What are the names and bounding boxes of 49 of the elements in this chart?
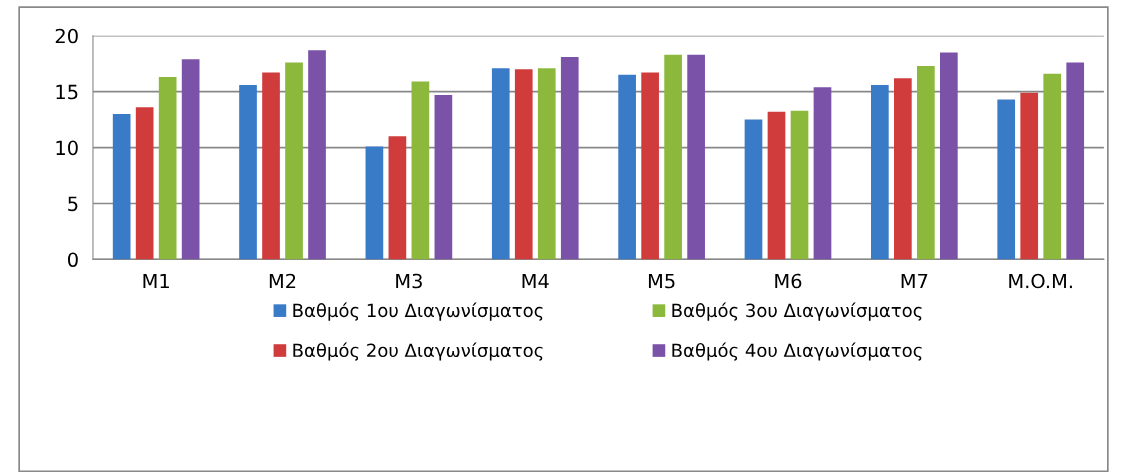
bar bbox=[641, 72, 659, 260]
bar bbox=[940, 52, 958, 260]
bar bbox=[434, 94, 453, 260]
bar bbox=[744, 119, 763, 260]
y-tick-label: 20 bbox=[55, 28, 78, 44]
bar bbox=[790, 110, 809, 260]
bar bbox=[894, 78, 912, 260]
x-tick-label: M2 bbox=[269, 273, 296, 289]
bar bbox=[1043, 73, 1062, 260]
bar bbox=[285, 62, 303, 260]
x-tick-label: M6 bbox=[775, 273, 802, 289]
x-tick-label: M.O.M. bbox=[1009, 273, 1072, 289]
bar bbox=[491, 68, 510, 260]
legend-label: Βαθμός 4ου Διαγωνίσματος bbox=[672, 342, 922, 361]
bar bbox=[618, 74, 636, 260]
bar bbox=[158, 77, 177, 260]
x-tick-label: M5 bbox=[648, 273, 675, 289]
bar bbox=[365, 146, 384, 260]
bar bbox=[871, 84, 889, 260]
bar bbox=[560, 56, 579, 260]
bar bbox=[997, 99, 1016, 260]
legend-label: Βαθμός 2ου Διαγωνίσματος bbox=[293, 342, 543, 361]
bar bbox=[767, 111, 786, 260]
bar bbox=[514, 69, 533, 260]
bar bbox=[813, 87, 832, 260]
x-tick-label: M4 bbox=[522, 273, 549, 289]
bar bbox=[262, 72, 280, 260]
bar bbox=[308, 50, 326, 260]
bar bbox=[411, 81, 430, 260]
bar bbox=[239, 84, 257, 260]
bar bbox=[917, 65, 935, 260]
bar bbox=[537, 68, 556, 260]
x-tick-label: M3 bbox=[396, 273, 422, 289]
bar bbox=[181, 59, 200, 260]
x-tick-label: M7 bbox=[901, 273, 928, 289]
bar bbox=[388, 136, 407, 260]
bar bbox=[112, 114, 131, 260]
y-tick-label: 10 bbox=[56, 140, 78, 156]
bar bbox=[1066, 62, 1085, 260]
x-tick-label: M1 bbox=[143, 273, 169, 289]
bar bbox=[1020, 92, 1039, 260]
legend-label: Βαθμός 1ου Διαγωνίσματος bbox=[293, 302, 543, 321]
bar bbox=[135, 107, 154, 260]
y-tick-label: 15 bbox=[56, 84, 78, 100]
legend-label: Βαθμός 3ου Διαγωνίσματος bbox=[672, 302, 922, 321]
y-tick-label: 5 bbox=[68, 196, 78, 212]
bar bbox=[687, 54, 705, 260]
bar bbox=[664, 54, 682, 260]
y-tick-label: 0 bbox=[68, 252, 78, 268]
